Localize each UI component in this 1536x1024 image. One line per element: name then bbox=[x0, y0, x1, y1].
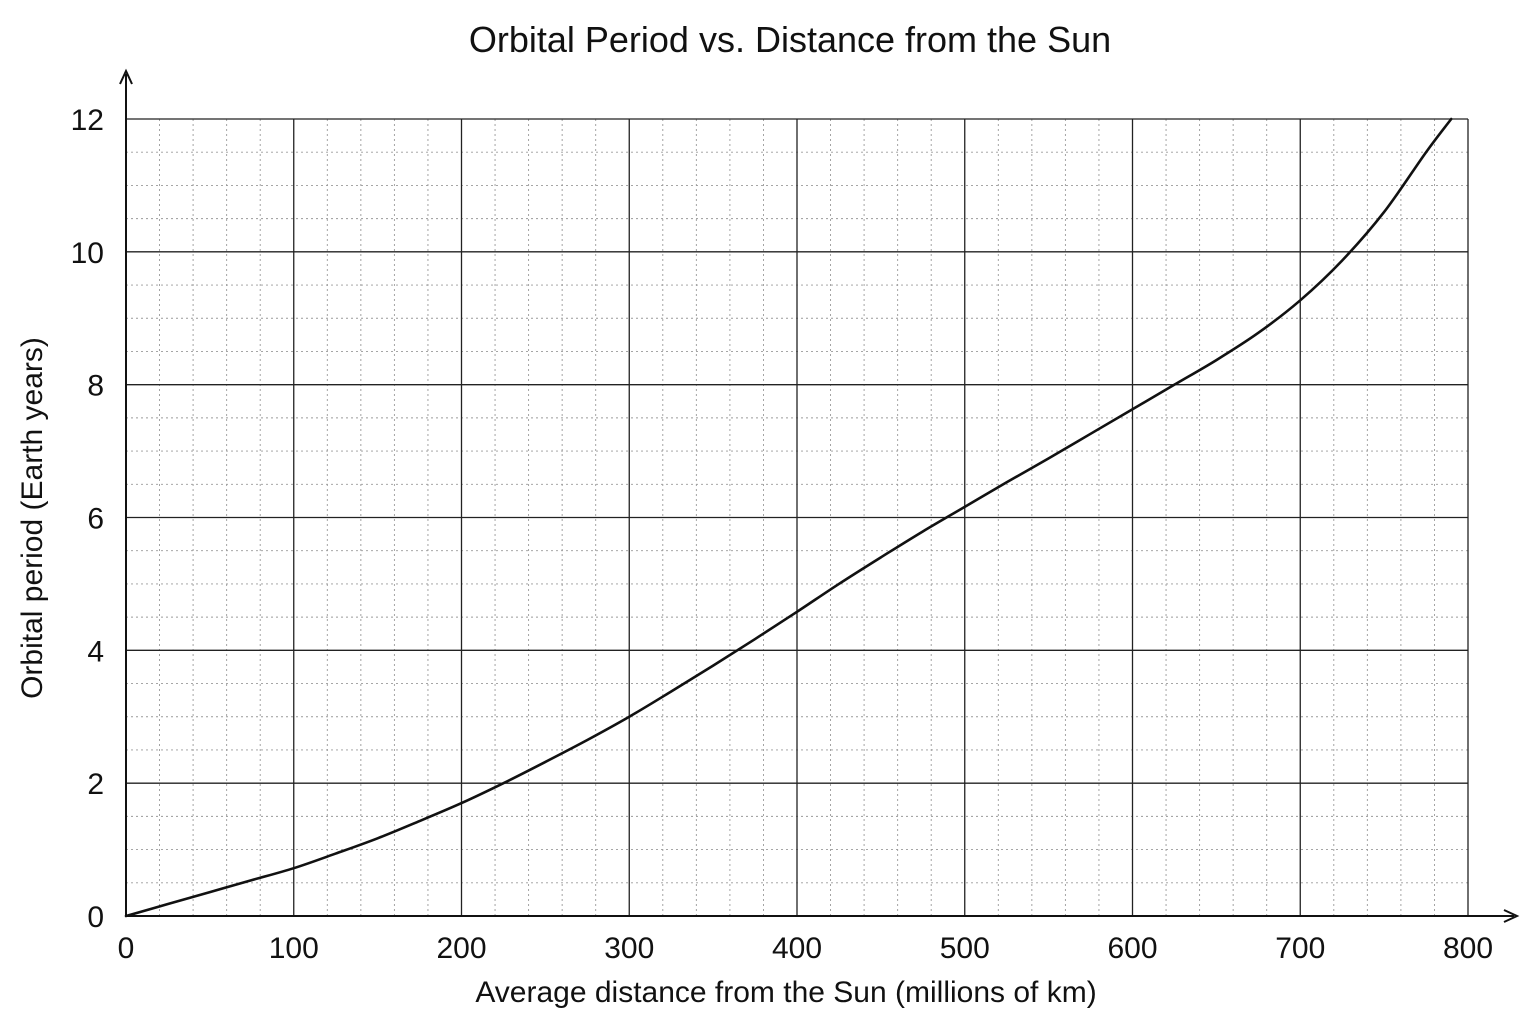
x-tick-label: 800 bbox=[1443, 932, 1493, 965]
y-tick-label: 6 bbox=[87, 503, 104, 536]
x-tick-label: 200 bbox=[436, 932, 486, 965]
y-axis-arrow bbox=[119, 68, 133, 85]
x-tick-label: 700 bbox=[1275, 932, 1325, 965]
y-axis-label: Orbital period (Earth years) bbox=[16, 337, 49, 699]
x-tick-label: 0 bbox=[118, 932, 135, 965]
x-axis-label: Average distance from the Sun (millions … bbox=[475, 976, 1096, 1009]
x-axis-arrow bbox=[1503, 909, 1520, 923]
series-group bbox=[124, 117, 1453, 918]
y-tick-label: 10 bbox=[71, 237, 104, 270]
x-tick-label: 100 bbox=[269, 932, 319, 965]
x-tick-labels: 0 100 200 300 400 500 600 700 800 bbox=[118, 932, 1493, 965]
chart-title: Orbital Period vs. Distance from the Sun bbox=[469, 19, 1111, 60]
x-tick-label: 600 bbox=[1107, 932, 1157, 965]
y-tick-label: 4 bbox=[87, 635, 104, 668]
orbital-period-curve bbox=[124, 117, 1453, 918]
x-tick-label: 400 bbox=[772, 932, 822, 965]
y-tick-label: 12 bbox=[71, 104, 104, 137]
y-tick-label: 8 bbox=[87, 370, 104, 403]
x-tick-label: 300 bbox=[604, 932, 654, 965]
y-tick-labels: 0 2 4 6 8 10 12 bbox=[71, 104, 104, 934]
axes bbox=[119, 68, 1520, 923]
x-tick-label: 500 bbox=[940, 932, 990, 965]
y-tick-label: 0 bbox=[87, 901, 104, 934]
major-gridlines bbox=[126, 118, 1469, 916]
y-tick-label: 2 bbox=[87, 768, 104, 801]
